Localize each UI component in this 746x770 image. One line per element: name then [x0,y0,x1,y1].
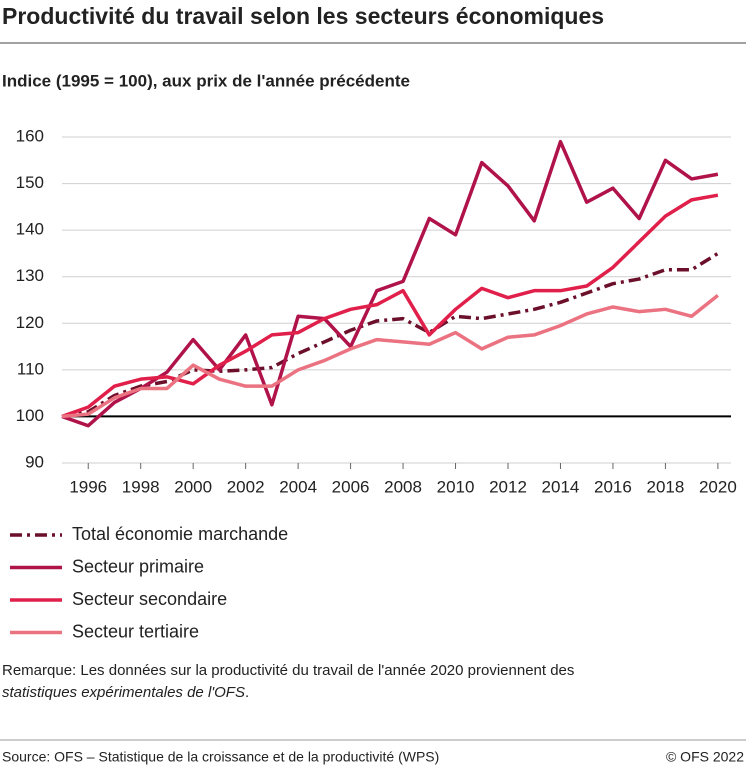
legend-label: Secteur secondaire [72,589,227,609]
chart-subtitle: Indice (1995 = 100), aux prix de l'année… [2,71,410,90]
x-tick-label: 2010 [437,477,475,496]
x-tick-label: 2014 [542,477,580,496]
note-line2: statistiques expérimentales de l'OFS. [2,684,249,701]
legend-label: Secteur primaire [72,556,204,576]
x-tick-label: 2002 [227,477,265,496]
x-tick-label: 2020 [699,477,737,496]
chart-title: Productivité du travail selon les secteu… [2,3,604,29]
note-emphasis: statistiques expérimentales de l'OFS [2,684,245,701]
x-tick-label: 2016 [594,477,632,496]
x-tick-label: 2006 [332,477,370,496]
y-tick-label: 120 [16,313,44,332]
y-tick-label: 90 [25,452,44,471]
x-tick-label: 2008 [384,477,422,496]
y-tick-label: 100 [16,406,44,425]
series-line [61,293,719,419]
x-tick-label: 2000 [174,477,212,496]
series-line [61,139,719,428]
y-tick-label: 150 [16,173,44,192]
copyright: © OFS 2022 [666,749,744,765]
y-tick-label: 140 [16,220,44,239]
x-tick-label: 1996 [69,477,107,496]
legend-label: Total économie marchande [72,524,288,544]
note-end: . [245,684,249,701]
x-tick-label: 2018 [646,477,684,496]
legend-label: Secteur tertiaire [72,621,199,641]
x-tick-label: 2004 [279,477,317,496]
note: Remarque: Les données sur la productivit… [2,662,574,679]
series-line [61,193,719,419]
y-tick-label: 130 [16,266,44,285]
y-tick-label: 160 [16,126,44,145]
x-tick-label: 1998 [122,477,160,496]
y-tick-label: 110 [17,359,44,378]
series-line [61,251,719,419]
x-tick-label: 2012 [489,477,527,496]
source: Source: OFS – Statistique de la croissan… [2,749,439,765]
